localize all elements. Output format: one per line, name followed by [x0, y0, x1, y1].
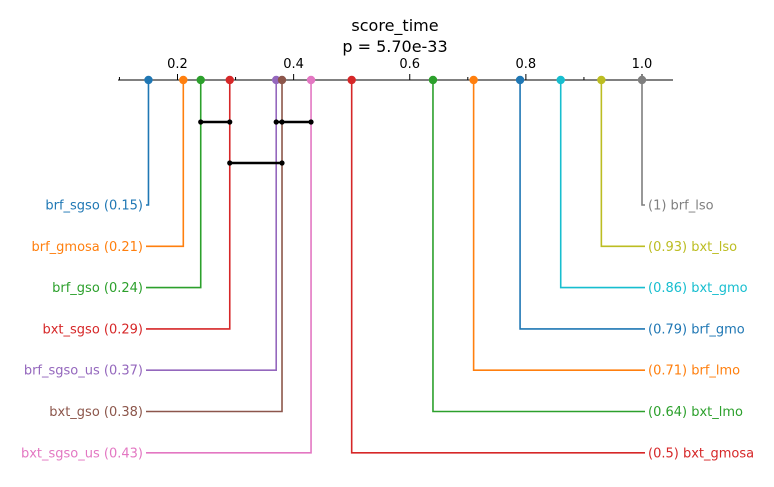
- marker-brf_gmosa: [179, 75, 188, 85]
- label-brf_sgso_us: brf_sgso_us (0.37): [24, 364, 143, 379]
- connector-bxt_gmo: [559, 80, 645, 289]
- connector-brf_lmo: [472, 80, 645, 372]
- marker-bxt_lso: [597, 75, 606, 85]
- marker-bxt_gmosa: [347, 75, 356, 85]
- clique-dot: [273, 119, 279, 125]
- label-brf_lso: (1) brf_lso: [648, 199, 714, 214]
- connector-brf_sgso_us: [146, 80, 278, 372]
- axis-tick-label: 0.6: [399, 57, 420, 72]
- label-bxt_gmosa: (0.5) bxt_gmosa: [648, 446, 754, 461]
- label-brf_gmosa: brf_gmosa (0.21): [31, 240, 143, 255]
- axis-tick-label: 1.0: [632, 57, 653, 72]
- connector-bxt_lso: [600, 80, 645, 248]
- connector-brf_gmo: [519, 80, 645, 330]
- marker-bxt_sgso: [225, 75, 234, 85]
- label-bxt_sgso_us: bxt_sgso_us (0.43): [21, 446, 143, 461]
- marker-brf_lmo: [469, 75, 478, 85]
- marker-brf_gmo: [515, 75, 525, 85]
- marker-brf_sgso: [144, 75, 153, 85]
- connector-bxt_gso: [146, 80, 283, 413]
- marker-bxt_lmo: [428, 75, 438, 85]
- label-bxt_lso: (0.93) bxt_lso: [648, 240, 737, 255]
- marker-bxt_sgso_us: [306, 75, 316, 85]
- marker-brf_gso: [196, 75, 205, 85]
- connector-brf_sgso: [146, 80, 150, 206]
- marker-bxt_gso: [277, 75, 287, 85]
- connector-bxt_sgso: [146, 80, 231, 330]
- axis-markers: [144, 75, 647, 85]
- clique-bars: [198, 119, 314, 166]
- label-brf_lmo: (0.71) brf_lmo: [648, 364, 740, 379]
- connector-brf_gso: [146, 80, 202, 289]
- chart-title: score_time: [351, 16, 438, 36]
- clique-dot: [308, 119, 314, 125]
- marker-bxt_gmo: [556, 75, 565, 85]
- method-labels: brf_sgso (0.15) brf_gmosa (0.21) brf_gso (…: [21, 199, 754, 462]
- clique-dot: [198, 119, 204, 125]
- axis-tick-label: 0.4: [283, 57, 304, 72]
- chart-subtitle: p = 5.70e-33: [342, 37, 447, 56]
- marker-brf_lso: [637, 75, 647, 85]
- connector-brf_gmosa: [146, 80, 185, 248]
- label-bxt_sgso: bxt_sgso (0.29): [42, 322, 143, 337]
- clique-dot: [279, 119, 285, 125]
- clique-dot: [227, 119, 233, 125]
- clique-dot: [279, 160, 285, 166]
- label-bxt_lmo: (0.64) bxt_lmo: [648, 405, 743, 420]
- label-bxt_gso: bxt_gso (0.38): [49, 405, 143, 420]
- rank-axis: 0.2 0.4 0.6 0.8 1.0: [118, 57, 673, 81]
- label-brf_gmo: (0.79) brf_gmo: [648, 322, 745, 337]
- connector-lines: [146, 80, 645, 454]
- label-brf_sgso: brf_sgso (0.15): [45, 199, 143, 214]
- axis-tick-label: 0.2: [167, 57, 188, 72]
- marker-brf_sgso_us: [272, 75, 281, 85]
- connector-bxt_gmosa: [350, 80, 645, 454]
- label-bxt_gmo: (0.86) bxt_gmo: [648, 281, 748, 296]
- label-brf_gso: brf_gso (0.24): [52, 281, 143, 296]
- connector-bxt_lmo: [432, 80, 645, 413]
- connector-bxt_sgso_us: [146, 80, 312, 454]
- clique-dot: [227, 160, 233, 166]
- axis-tick-label: 0.8: [516, 57, 537, 72]
- connector-brf_lso: [641, 80, 645, 206]
